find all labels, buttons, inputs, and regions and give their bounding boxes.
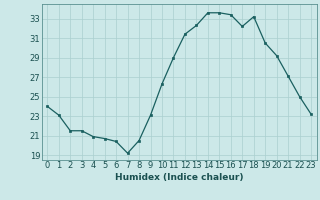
X-axis label: Humidex (Indice chaleur): Humidex (Indice chaleur) bbox=[115, 173, 244, 182]
